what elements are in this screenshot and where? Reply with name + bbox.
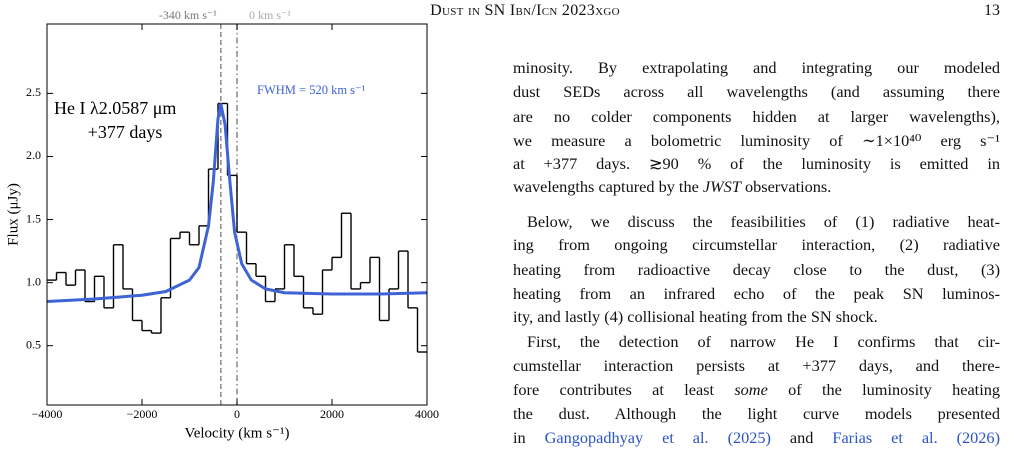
text-line: fore contributes at least some of the lu… <box>513 378 1000 402</box>
text-span: wavelengths captured by the <box>513 177 703 196</box>
text-line: heating from radioactive decay close to … <box>513 260 1000 279</box>
annotation: +377 days <box>88 122 163 142</box>
x-tick-label: 4000 <box>415 407 439 421</box>
y-axis-label: Flux (μJy) <box>5 183 21 246</box>
x-tick-label: 0 <box>234 407 240 421</box>
text-line: ing from ongoing circumstellar interacti… <box>513 235 1000 254</box>
y-tick-label: 2.0 <box>26 148 41 162</box>
fit-line <box>46 103 428 303</box>
text-span: in <box>513 428 545 447</box>
text-column: minosity. By extrapolating and integrati… <box>513 0 1000 447</box>
header-title: Dust in SN Ibn/Icn 2023xgo <box>430 2 620 19</box>
text-span: and <box>770 428 833 447</box>
text-line: are no colder components hidden at large… <box>513 107 1000 126</box>
text-span: fore contributes at least <box>513 380 735 399</box>
citation-link[interactable]: Gangopadhyay et al. (2025) <box>544 428 771 447</box>
text-line: heating from an infrared echo of the pea… <box>513 284 1000 303</box>
text-line: minosity. By extrapolating and integrati… <box>513 58 1000 77</box>
y-tick-label: 0.5 <box>26 337 41 351</box>
text-span: of the luminosity heating <box>767 380 1001 399</box>
annotation: He I λ2.0587 μm <box>54 98 176 118</box>
citation-link[interactable]: Farias et al. (2026) <box>832 428 1000 447</box>
text-span: some <box>734 380 768 399</box>
text-line: First, the detection of narrow He I conf… <box>527 332 1000 351</box>
text-line: cumstellar interaction persists at +377 … <box>513 356 1000 375</box>
text-line: dust SEDs across all wavelengths (and as… <box>513 82 1000 101</box>
x-tick-label: −2000 <box>127 407 158 421</box>
text-line: at +377 days. ≳90 % of the luminosity is… <box>513 154 1000 173</box>
y-tick-label: 2.5 <box>26 85 41 99</box>
text-line: wavelengths captured by the JWST observa… <box>513 175 1000 199</box>
text-line: Below, we discuss the feasibilities of (… <box>527 212 1000 231</box>
reference-label: -340 km s⁻¹ <box>159 8 217 22</box>
reference-label: 0 km s⁻¹ <box>249 8 291 22</box>
x-axis-label: Velocity (km s⁻¹) <box>185 425 290 441</box>
text-span: observations. <box>740 177 832 196</box>
text-line: the dust. Although the light curve model… <box>513 404 1000 423</box>
y-tick-label: 1.0 <box>26 274 41 288</box>
page-number: 13 <box>984 2 1000 19</box>
text-line: we measure a bolometric luminosity of ∼1… <box>513 131 1000 150</box>
text-line: in Gangopadhyay et al. (2025) and Farias… <box>513 426 1000 450</box>
running-header: Dust in SN Ibn/Icn 2023xgo 13 <box>0 2 1027 26</box>
y-tick-label: 1.5 <box>26 211 41 225</box>
chart: -340 km s⁻¹ 0 km s⁻¹ −4000 −2000 0 2000 4000 0.… <box>5 8 439 441</box>
x-tick-label: 2000 <box>320 407 344 421</box>
text-line: ity, and lastly (4) collisional heating … <box>513 307 878 326</box>
x-tick-label: −4000 <box>32 407 63 421</box>
annotation: FWHM = 520 km s⁻¹ <box>257 83 366 97</box>
text-span: JWST <box>702 177 741 196</box>
